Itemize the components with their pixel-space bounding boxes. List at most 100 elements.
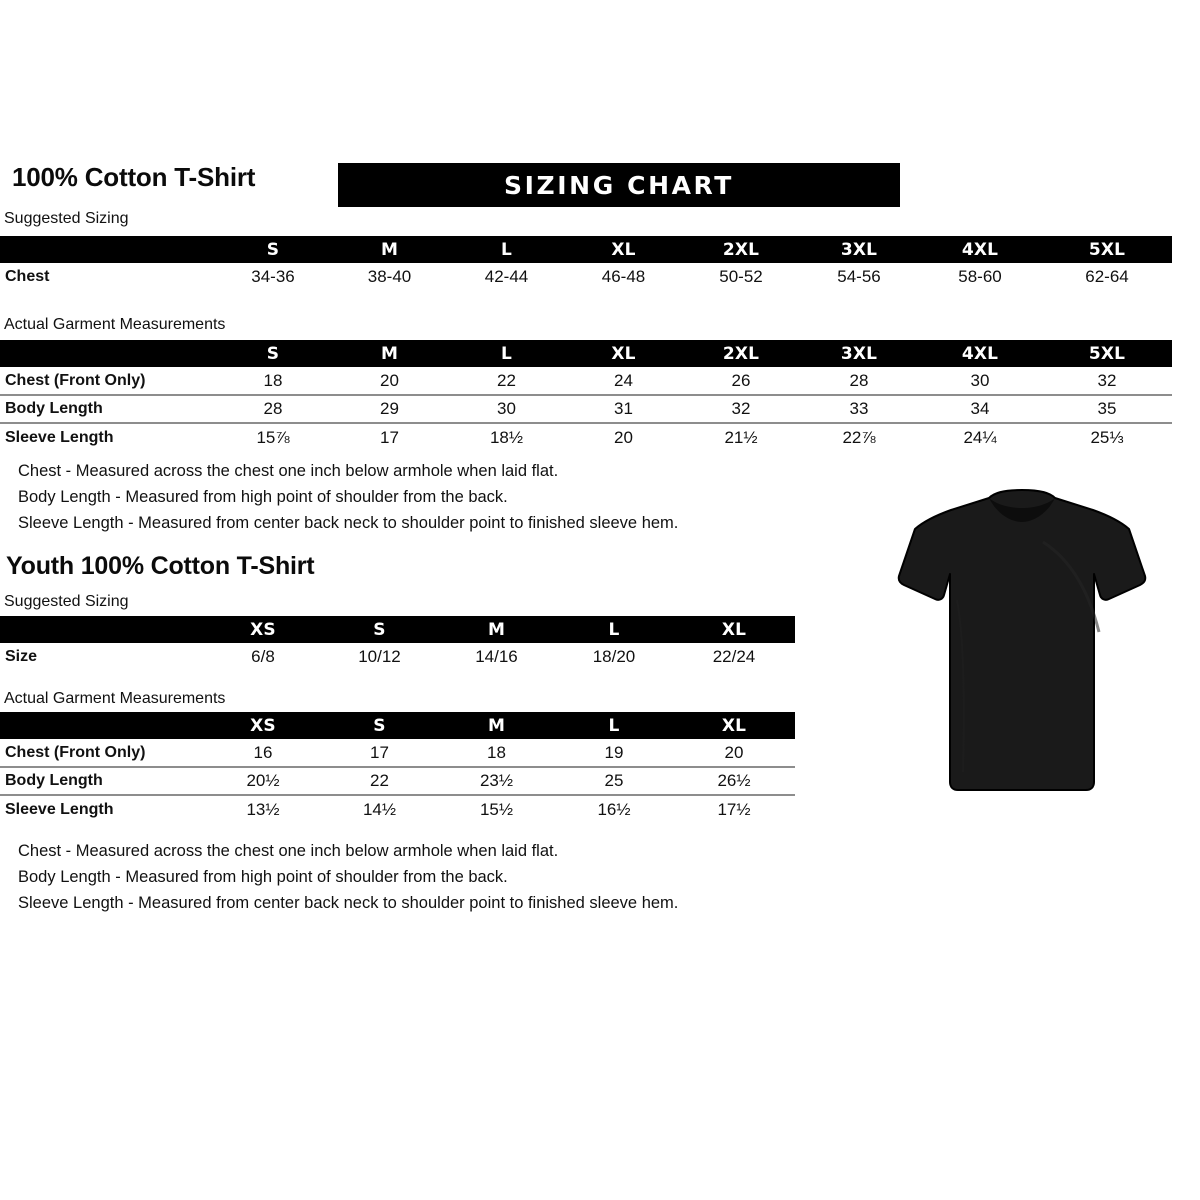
cell-chest-xl: 46-48 bbox=[601, 267, 646, 286]
column-header-xl: XL bbox=[565, 236, 682, 263]
row-label-body-length: Body Length bbox=[0, 766, 205, 795]
column-header-rowlabel bbox=[0, 340, 215, 367]
cell-sleevelength-l: 16½ bbox=[555, 794, 673, 823]
cell-chestfront-m: 20 bbox=[380, 370, 399, 390]
cell-bodylength-5xl: 35 bbox=[1042, 394, 1172, 423]
column-header-m: M bbox=[438, 712, 555, 739]
youth-actual-measurements-label: Actual Garment Measurements bbox=[4, 690, 226, 707]
column-header-l: L bbox=[448, 236, 565, 263]
cell-sleevelength-4xl: 24¼ bbox=[918, 422, 1042, 451]
row-label-sleeve-length: Sleeve Length bbox=[0, 422, 215, 451]
cell-bodylength-3xl: 33 bbox=[800, 394, 918, 423]
column-header-l: L bbox=[555, 712, 673, 739]
note-chest: Chest - Measured across the chest one in… bbox=[18, 842, 559, 860]
table-row: Sleeve Length 15⅞ 17 18½ 20 21½ 22⅞ 24¼ … bbox=[0, 422, 1172, 451]
cell-sleevelength-l: 18½ bbox=[448, 422, 565, 451]
column-header-xs: XS bbox=[205, 712, 321, 739]
row-label-size: Size bbox=[5, 648, 38, 665]
tshirt-icon bbox=[897, 489, 1147, 791]
table-row: Chest (Front Only) 18 20 22 24 26 28 30 … bbox=[0, 367, 1172, 395]
column-header-4xl: 4XL bbox=[918, 340, 1042, 367]
row-label-body-length: Body Length bbox=[0, 394, 215, 423]
cell-chestfront-4xl: 30 bbox=[970, 370, 990, 390]
cell-bodylength-2xl: 32 bbox=[682, 394, 800, 423]
cell-chest-5xl: 62-64 bbox=[1085, 267, 1129, 286]
cell-bodylength-s: 22 bbox=[321, 766, 438, 795]
cell-size-l: 18/20 bbox=[592, 647, 636, 666]
youth-suggested-sizing-label: Suggested Sizing bbox=[4, 593, 129, 610]
adult-suggested-sizing-label: Suggested Sizing bbox=[4, 210, 129, 227]
cell-sleevelength-xl: 17½ bbox=[673, 794, 795, 823]
page-title-youth: Youth 100% Cotton T-Shirt bbox=[6, 552, 315, 580]
table-row: Chest 34-36 38-40 42-44 46-48 50-52 54-5… bbox=[0, 263, 1172, 291]
column-header-s: S bbox=[321, 712, 438, 739]
tshirt-illustration bbox=[893, 482, 1151, 802]
cell-chestfront-3xl: 28 bbox=[849, 370, 869, 390]
adult-measurement-notes: Chest - Measured across the chest one in… bbox=[18, 458, 678, 536]
cell-bodylength-l: 30 bbox=[448, 394, 565, 423]
cell-size-xl: 22/24 bbox=[712, 647, 756, 666]
column-header-rowlabel bbox=[0, 712, 205, 739]
cell-bodylength-4xl: 34 bbox=[918, 394, 1042, 423]
cell-chest-m: 38-40 bbox=[367, 267, 412, 286]
column-header-m: M bbox=[331, 340, 448, 367]
table-header-row: XS S M L XL bbox=[0, 616, 795, 643]
cell-size-m: 14/16 bbox=[475, 647, 518, 666]
page-title-adult: 100% Cotton T-Shirt bbox=[12, 162, 256, 192]
table-row: Sleeve Length 13½ 14½ 15½ 16½ 17½ bbox=[0, 794, 795, 823]
cell-bodylength-m: 23½ bbox=[438, 766, 555, 795]
table-row: Size 6/8 10/12 14/16 18/20 22/24 bbox=[0, 643, 795, 671]
column-header-rowlabel bbox=[0, 236, 215, 263]
column-header-xl: XL bbox=[565, 340, 682, 367]
cell-chest-4xl: 58-60 bbox=[958, 267, 1002, 286]
note-sleeve-length: Sleeve Length - Measured from center bac… bbox=[18, 894, 679, 912]
column-header-l: L bbox=[555, 616, 673, 643]
cell-size-s: 10/12 bbox=[358, 647, 401, 666]
column-header-s: S bbox=[321, 616, 438, 643]
table-header-row: XS S M L XL bbox=[0, 712, 795, 739]
cell-sleevelength-3xl: 22⅞ bbox=[800, 422, 918, 451]
adult-actual-measurements-label: Actual Garment Measurements bbox=[4, 316, 226, 333]
note-body-length: Body Length - Measured from high point o… bbox=[18, 868, 508, 886]
cell-sleevelength-m: 15½ bbox=[438, 794, 555, 823]
adult-header-row: 100% Cotton T-Shirt bbox=[0, 162, 1200, 204]
column-header-3xl: 3XL bbox=[800, 236, 918, 263]
row-label-sleeve-length: Sleeve Length bbox=[0, 794, 205, 823]
sizing-chart-banner: SIZING CHART bbox=[338, 163, 900, 207]
cell-sleevelength-m: 17 bbox=[331, 422, 448, 451]
column-header-xl: XL bbox=[673, 616, 795, 643]
cell-sleevelength-s: 15⅞ bbox=[215, 422, 331, 451]
cell-chest-2xl: 50-52 bbox=[719, 267, 763, 286]
youth-actual-measurements-table: XS S M L XL Chest (Front Only) 16 17 18 … bbox=[0, 712, 795, 823]
column-header-rowlabel bbox=[0, 616, 205, 643]
youth-measurement-notes: Chest - Measured across the chest one in… bbox=[18, 838, 678, 916]
cell-sleevelength-5xl: 25⅓ bbox=[1042, 422, 1172, 451]
table-row: Body Length 20½ 22 23½ 25 26½ bbox=[0, 766, 795, 795]
note-body-length: Body Length - Measured from high point o… bbox=[18, 488, 508, 506]
row-label-chest-front-only: Chest (Front Only) bbox=[5, 371, 146, 389]
column-header-xs: XS bbox=[205, 616, 321, 643]
column-header-5xl: 5XL bbox=[1042, 236, 1172, 263]
cell-chest-l: 42-44 bbox=[484, 267, 529, 286]
cell-bodylength-xs: 20½ bbox=[205, 766, 321, 795]
column-header-l: L bbox=[448, 340, 565, 367]
column-header-2xl: 2XL bbox=[682, 236, 800, 263]
note-sleeve-length: Sleeve Length - Measured from center bac… bbox=[18, 514, 679, 532]
row-label-chest: Chest bbox=[5, 268, 50, 285]
column-header-4xl: 4XL bbox=[918, 236, 1042, 263]
cell-sleevelength-2xl: 21½ bbox=[682, 422, 800, 451]
cell-chest-3xl: 54-56 bbox=[837, 267, 881, 286]
cell-bodylength-m: 29 bbox=[331, 394, 448, 423]
cell-size-xs: 6/8 bbox=[251, 647, 275, 666]
table-row: Body Length 28 29 30 31 32 33 34 35 bbox=[0, 394, 1172, 423]
row-label-chest-front-only: Chest (Front Only) bbox=[5, 743, 146, 761]
column-header-xl: XL bbox=[673, 712, 795, 739]
cell-chestfront-xs: 16 bbox=[253, 742, 273, 762]
cell-chestfront-s: 17 bbox=[370, 742, 389, 762]
adult-suggested-sizing-table: S M L XL 2XL 3XL 4XL 5XL Chest 34-36 38-… bbox=[0, 236, 1172, 291]
cell-chestfront-m: 18 bbox=[487, 742, 506, 762]
cell-chestfront-xl: 24 bbox=[614, 370, 633, 390]
cell-chestfront-s: 18 bbox=[263, 370, 283, 390]
column-header-5xl: 5XL bbox=[1042, 340, 1172, 367]
note-chest: Chest - Measured across the chest one in… bbox=[18, 462, 559, 480]
